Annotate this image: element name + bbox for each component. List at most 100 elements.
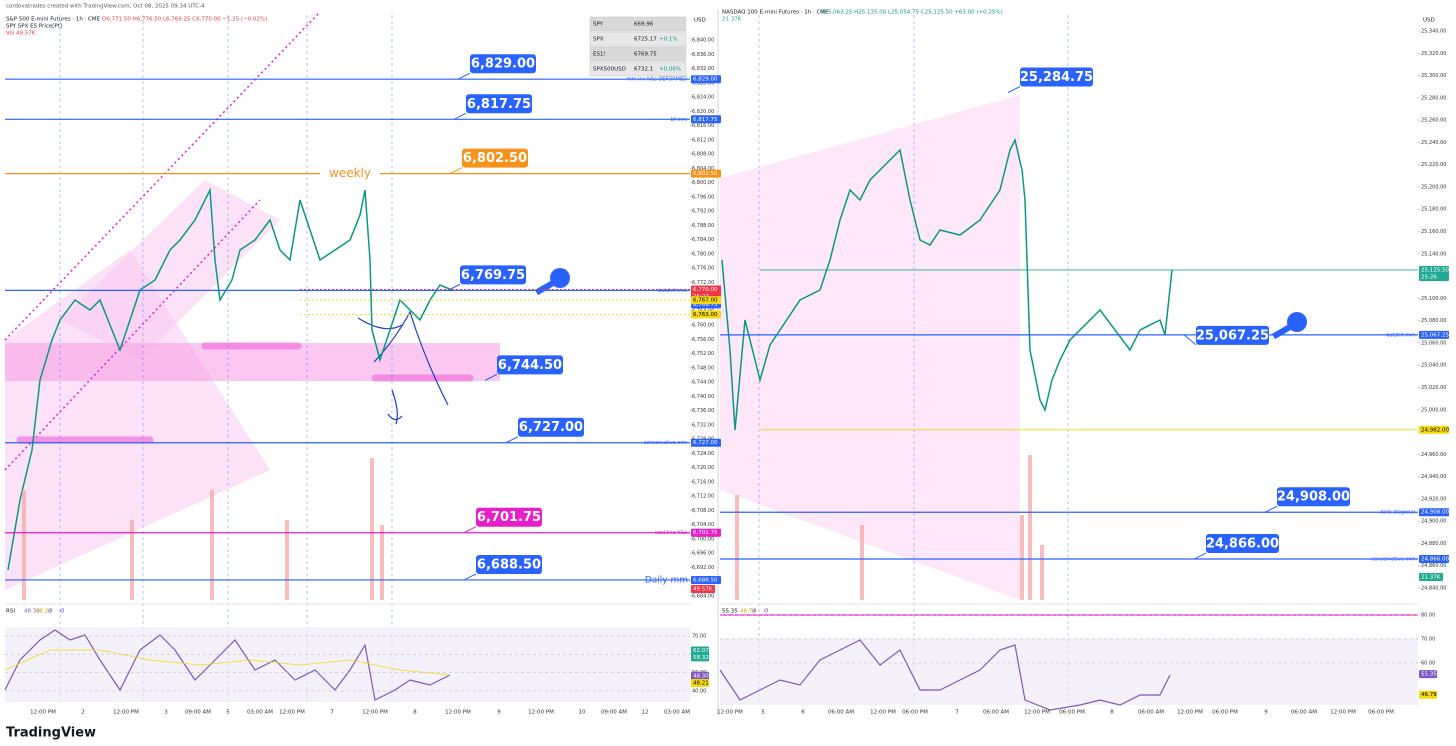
level-axis-tag: 6,829.00 xyxy=(693,77,718,83)
callout-pointer xyxy=(484,373,498,381)
callout-box xyxy=(462,148,528,168)
price-tick-label: 24,880.00 xyxy=(1421,541,1446,547)
price-axis-tag: 6,767.00 xyxy=(693,298,718,304)
price-tick-label: 25,000.00 xyxy=(1421,407,1446,413)
time-label: 7 xyxy=(330,710,334,716)
time-label: 12:00 PM xyxy=(113,710,139,716)
price-tick-label: 25,220.00 xyxy=(1421,162,1446,168)
overlay-change: +0.06% xyxy=(659,67,681,73)
rsi-tick-label: 80.00 xyxy=(1421,613,1435,619)
price-tick-label: 6,820.00 xyxy=(692,109,714,115)
price-tick-label: 6,812.00 xyxy=(692,137,714,143)
rsi-legend: 48.30 xyxy=(24,609,40,615)
rsi-tick-label: 70.00 xyxy=(1421,637,1435,643)
time-label: 8 xyxy=(413,710,417,716)
price-axis-tag: 6,770.00 xyxy=(693,287,718,293)
overlay-symbol: ES1! xyxy=(593,52,606,58)
level-note: weekly xyxy=(329,166,371,180)
callout-pointer xyxy=(1183,334,1197,346)
price-tick-label: 25,180.00 xyxy=(1421,207,1446,213)
rsi-ma xyxy=(4,649,451,676)
rsi-legend: Ø xyxy=(752,608,757,615)
rsi-axis-tag-bg xyxy=(1419,690,1437,699)
price-tick-label: 6,836.00 xyxy=(692,52,714,58)
level-axis-tag: 24,908.00 xyxy=(1421,510,1449,516)
price-tick-label: 6,700.00 xyxy=(692,536,714,542)
price-tick-label: 6,780.00 xyxy=(692,251,714,257)
symbol-title: S&P 500 E-mini Futures · 1h · CME xyxy=(6,17,101,23)
callout-label: 24,866.00 xyxy=(1206,537,1279,552)
callout-label: 25,067.25 xyxy=(1196,328,1269,343)
rsi-legend: RSI xyxy=(6,609,15,615)
price-tick-label: 6,832.00 xyxy=(692,66,714,72)
time-label: 03:00 AM xyxy=(664,710,690,716)
callout-box xyxy=(1020,67,1093,87)
price-tick-label: 6,708.00 xyxy=(692,508,714,514)
time-label: 12:00 PM xyxy=(870,710,896,716)
time-label: 06:00 PM xyxy=(902,710,928,716)
price-axis-tag-bg xyxy=(1419,425,1449,434)
callout-label: 6,744.50 xyxy=(498,358,562,373)
time-label: 5 xyxy=(226,710,230,716)
rsi-axis-tag-bg xyxy=(691,678,709,687)
callout-box xyxy=(460,265,526,285)
price-axis-tag: 24,982.00 xyxy=(1421,427,1449,433)
price-tick-label: 25,160.00 xyxy=(1421,229,1446,235)
overlay-row xyxy=(589,31,687,47)
rsi-axis-tag: 48.21 xyxy=(693,680,709,686)
rsi-axis-tag: 58.32 xyxy=(693,655,709,661)
pink-zone xyxy=(5,250,270,590)
callout-box xyxy=(518,417,584,437)
ohlc: O6,771.50 H6,776.50 L6,769.25 C6,770.00 … xyxy=(102,17,267,23)
currency: USD xyxy=(694,18,706,24)
time-label: 12:00 PM xyxy=(1024,710,1050,716)
callout-label: 6,829.00 xyxy=(471,57,535,72)
overlay-row xyxy=(589,61,687,77)
price-axis-tag-bg xyxy=(691,285,721,294)
key-icons xyxy=(534,268,1307,340)
overlay-price: 669.96 xyxy=(634,22,654,28)
price-tick-label: 6,712.00 xyxy=(692,494,714,500)
callout-label: 24,908.00 xyxy=(1277,490,1350,505)
callout-label: 6,688.50 xyxy=(477,557,541,572)
level-axis-tag-bg xyxy=(1419,555,1449,564)
rsi-legend: Ø xyxy=(48,608,53,615)
drawings xyxy=(4,10,1418,715)
time-label: 12:00 PM xyxy=(279,710,305,716)
price-tick-label: 24,860.00 xyxy=(1421,563,1446,569)
pink-zone xyxy=(720,95,1020,600)
time-label: 09:00 AM xyxy=(601,710,627,716)
price-tick-label: 6,816.00 xyxy=(692,123,714,129)
price-tick-label: 6,696.00 xyxy=(692,551,714,557)
level-note: bf mm xyxy=(671,117,687,123)
price-tick-label: 6,796.00 xyxy=(692,194,714,200)
level-axis-tag: 6,802.50 xyxy=(693,171,718,177)
rsi-axis-tag-bg xyxy=(691,653,709,662)
level-axis-tag: 6,688.50 xyxy=(693,577,718,583)
time-label: 12:00 PM xyxy=(445,710,471,716)
level-note: batshit mm xyxy=(658,288,687,294)
price-tick-label: 6,784.00 xyxy=(692,237,714,243)
callout-label: 6,817.75 xyxy=(467,97,531,112)
price-path xyxy=(721,137,1173,431)
time-label: 6 xyxy=(801,710,805,716)
rsi-legend: Ø xyxy=(764,608,769,615)
callout-pointer xyxy=(463,526,477,534)
volume-bars xyxy=(22,455,1044,600)
time-label: 9 xyxy=(497,710,501,716)
price-tick-label: 6,824.00 xyxy=(692,95,714,101)
overlay-symbol: SPY xyxy=(593,22,604,28)
callout-box xyxy=(476,507,542,527)
volume-axis-tag: 21.37K xyxy=(1421,575,1441,581)
rsi-axis-tag-bg xyxy=(691,671,709,680)
price-tick-label: 25,260.00 xyxy=(1421,118,1446,124)
countdown-tag: 25:26 xyxy=(1421,274,1437,280)
level-axis-tag-bg xyxy=(691,75,721,84)
price-tick-label: 6,716.00 xyxy=(692,479,714,485)
overlay-symbol: SPX xyxy=(593,37,604,43)
callout-box xyxy=(476,554,542,574)
price-tick-label: 6,720.00 xyxy=(692,465,714,471)
volume-axis-tag: 49.57K xyxy=(693,587,713,593)
